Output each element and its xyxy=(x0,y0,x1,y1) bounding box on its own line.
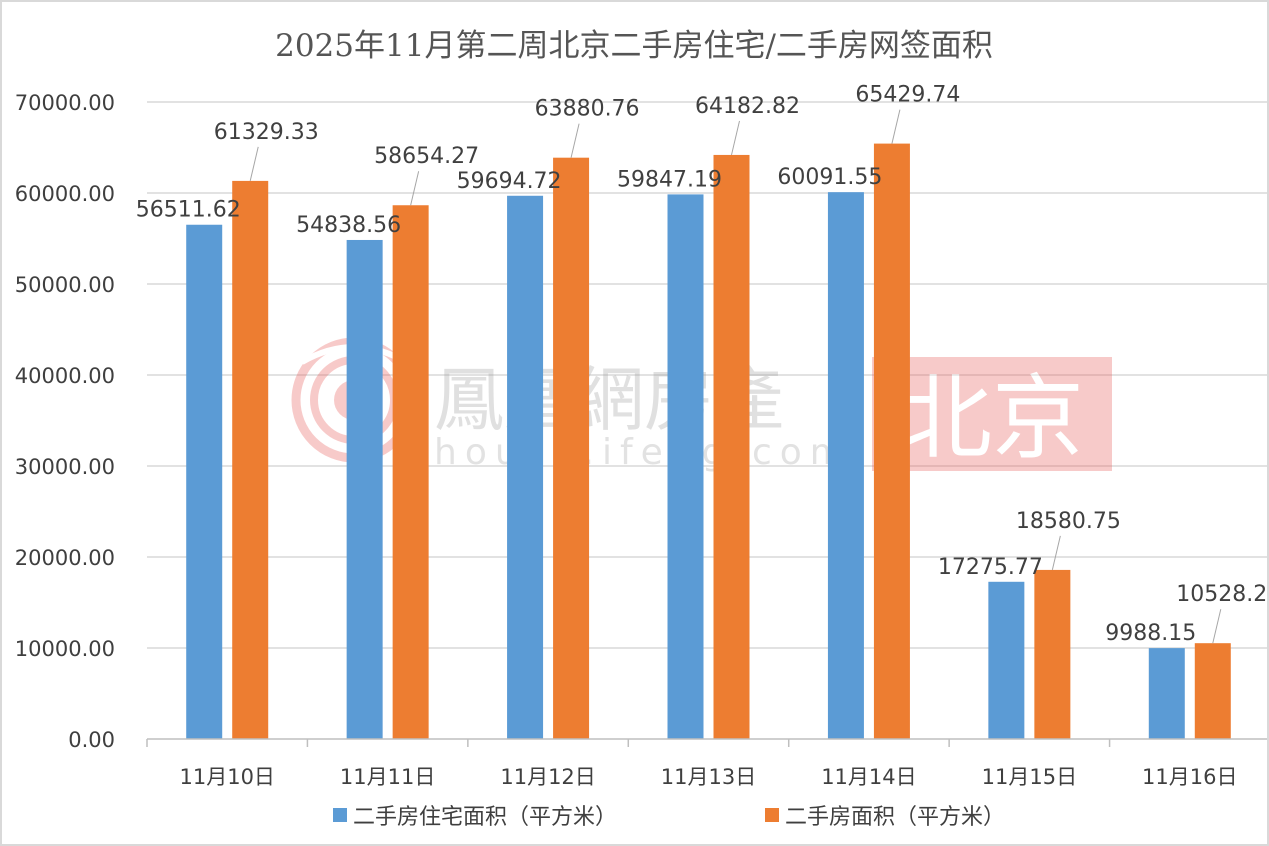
bar-series-1 xyxy=(507,195,544,739)
chart-title: 2025年11月第二周北京二手房住宅/二手房网签面积 xyxy=(275,28,993,64)
data-labels: 56511.62 61329.33 54838.56 58654.2759694.72… xyxy=(136,83,1267,647)
legend-label-series-1: 二手房住宅面积（平方米） xyxy=(353,805,617,830)
bar-series-1 xyxy=(346,239,383,739)
data-label-series-1: 56511.62 xyxy=(136,198,241,223)
bar-series-1 xyxy=(988,581,1025,739)
data-label-series-2: 10528.24 xyxy=(1176,582,1267,607)
legend-swatch-series-1 xyxy=(333,808,347,822)
x-tick-label: 11月11日 xyxy=(340,765,435,789)
legend: 二手房住宅面积（平方米） 二手房面积（平方米） xyxy=(333,805,1005,830)
bar-series-2 xyxy=(1034,569,1071,739)
y-tick-label: 40000.00 xyxy=(15,364,115,388)
data-label-series-2: 58654.27 xyxy=(374,144,479,169)
data-label-series-2: 18580.75 xyxy=(1016,509,1121,534)
data-label-leader xyxy=(731,120,740,156)
bar-series-2 xyxy=(553,157,590,740)
data-label-series-1: 59847.19 xyxy=(617,167,722,192)
data-label-series-2: 63880.76 xyxy=(535,97,640,122)
bar-series-2 xyxy=(873,143,910,740)
legend-label-series-2: 二手房面积（平方米） xyxy=(785,805,1005,830)
x-tick-label: 11月12日 xyxy=(500,765,595,789)
y-tick-label: 60000.00 xyxy=(15,182,115,206)
bar-series-1 xyxy=(186,224,223,739)
data-label-leader xyxy=(1212,609,1222,644)
data-label-series-2: 61329.33 xyxy=(214,120,319,145)
bar-series-2 xyxy=(232,180,269,740)
x-tick-label: 11月15日 xyxy=(982,765,1077,789)
bar-series-2 xyxy=(713,154,750,739)
watermark-city-badge: 北京 xyxy=(900,365,1084,472)
y-tick-label: 10000.00 xyxy=(15,637,115,661)
y-tick-label: 70000.00 xyxy=(15,91,115,115)
y-tick-label: 50000.00 xyxy=(15,273,115,297)
y-tick-label: 30000.00 xyxy=(15,455,115,479)
legend-swatch-series-2 xyxy=(765,808,779,822)
bar-series-2 xyxy=(392,205,429,739)
data-label-series-1: 9988.15 xyxy=(1105,621,1196,646)
data-label-series-1: 54838.56 xyxy=(296,213,401,238)
x-tick-label: 11月14日 xyxy=(821,765,916,789)
data-label-series-2: 64182.82 xyxy=(695,94,800,119)
y-tick-label: 0.00 xyxy=(68,728,115,752)
bars xyxy=(186,143,1231,740)
data-label-series-1: 60091.55 xyxy=(777,165,882,190)
watermark-badge xyxy=(872,357,1112,471)
x-axis: 11月10日 11月11日 11月12日 11月13日 11月14日 11月15日 11月1… xyxy=(146,738,1267,789)
data-label-series-2: 65429.74 xyxy=(855,83,960,108)
x-tick-label: 11月10日 xyxy=(179,765,274,789)
gridlines: 0.00 10000.00 20000.00 30000.00 40000.00 5000… xyxy=(15,91,1267,752)
bar-series-1 xyxy=(827,192,864,740)
x-tick-label: 11月16日 xyxy=(1142,765,1237,789)
data-label-leader xyxy=(1051,535,1061,571)
data-label-leader xyxy=(410,171,420,206)
bar-series-1 xyxy=(1148,648,1185,739)
y-tick-label: 20000.00 xyxy=(15,546,115,570)
data-label-leader xyxy=(249,146,259,182)
bar-series-2 xyxy=(1194,643,1231,739)
bar-series-1 xyxy=(667,194,704,739)
data-label-leader xyxy=(891,109,901,144)
watermark-brand-url: house.ifeng.com xyxy=(434,432,853,473)
data-label-series-1: 59694.72 xyxy=(457,169,562,194)
x-tick-label: 11月13日 xyxy=(661,765,756,789)
data-label-series-1: 17275.77 xyxy=(938,555,1043,580)
data-label-leader xyxy=(570,123,580,158)
